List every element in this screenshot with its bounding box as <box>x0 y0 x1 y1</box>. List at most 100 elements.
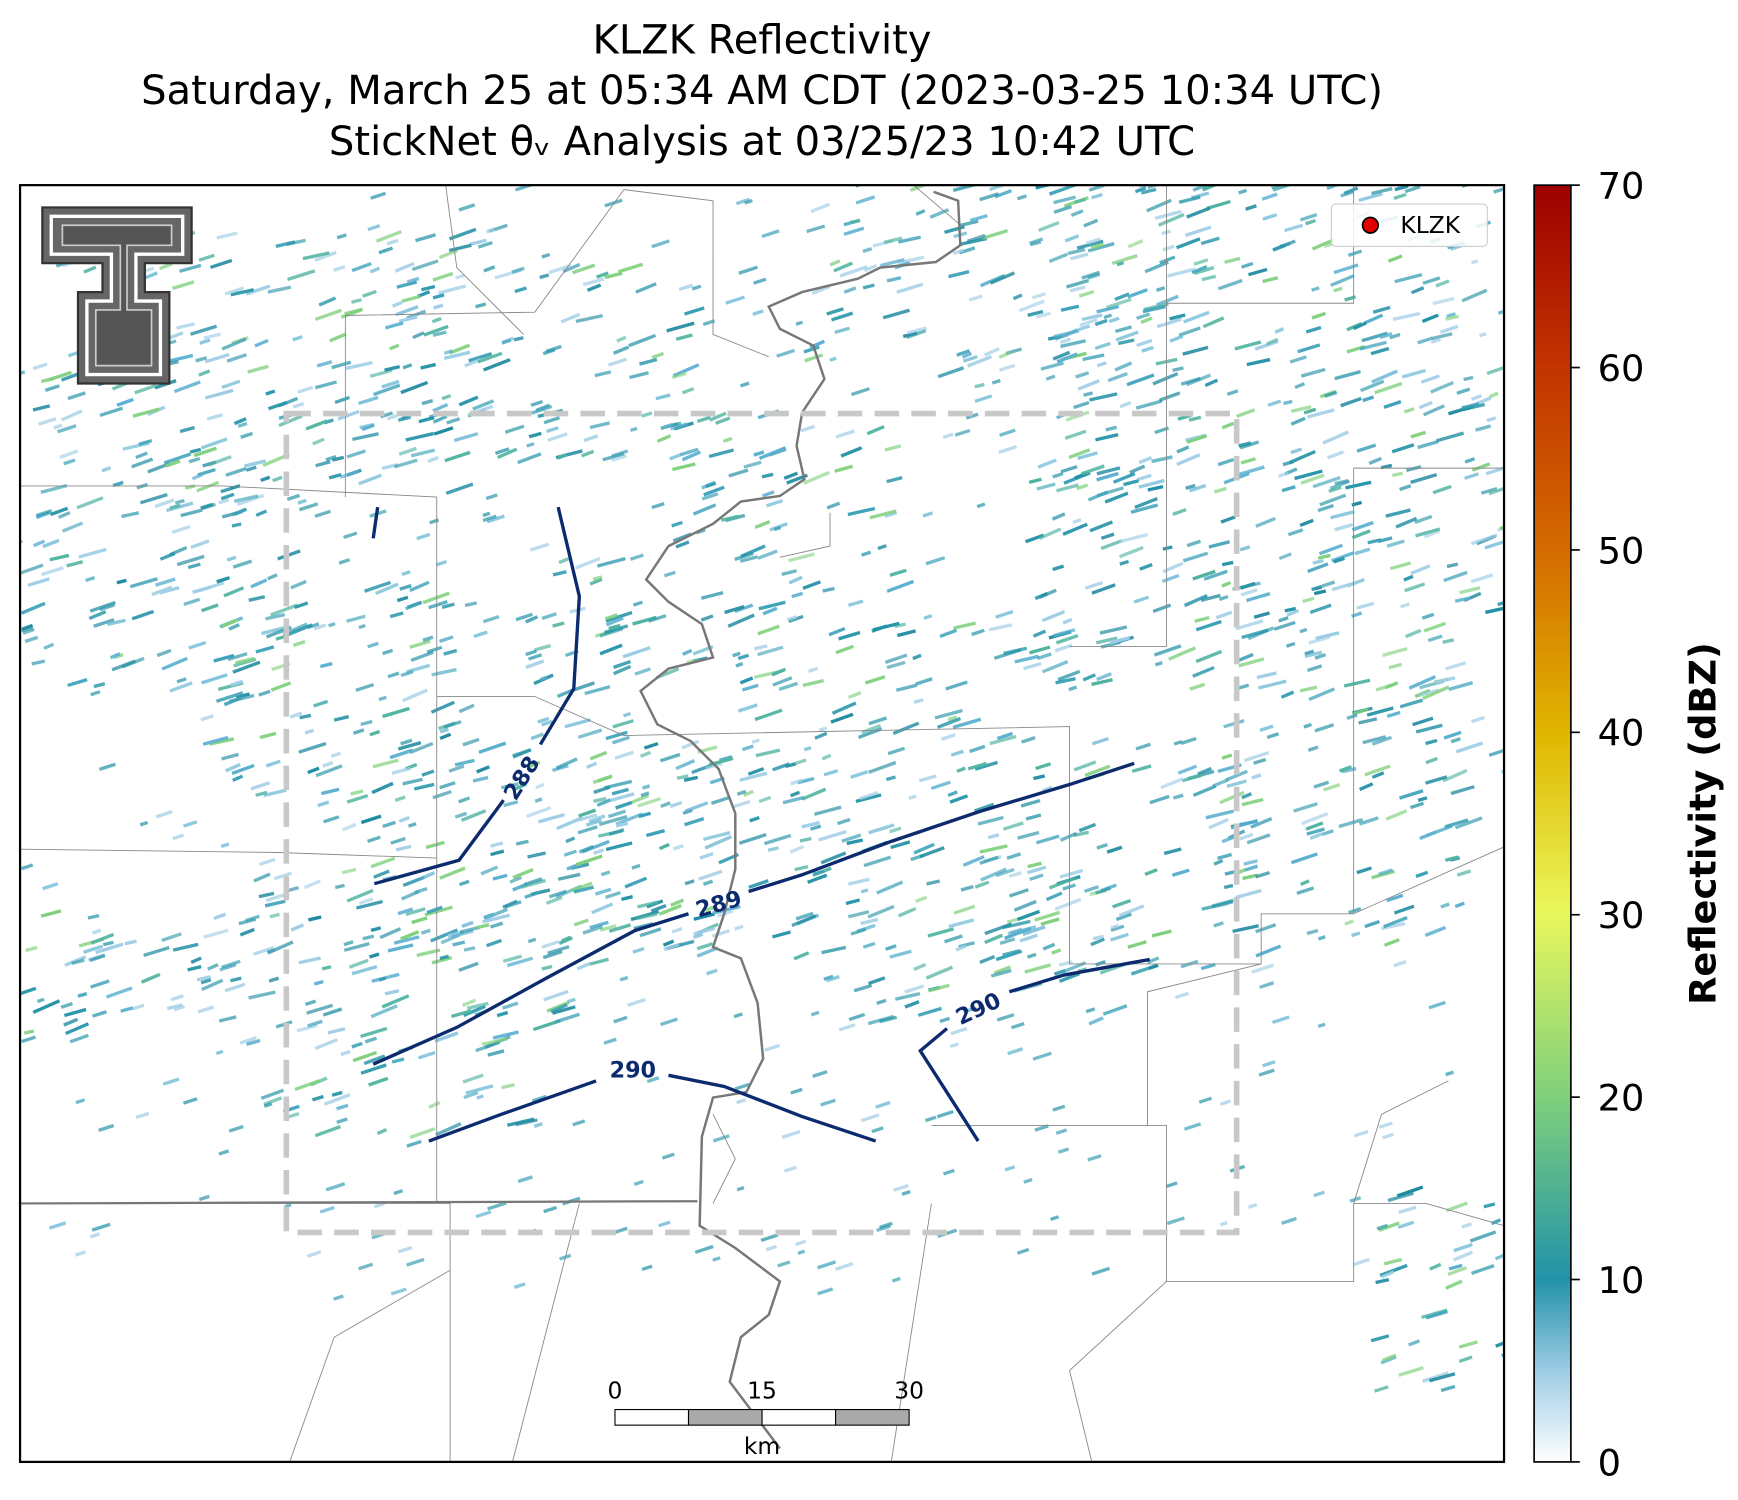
radar-echo <box>1289 355 1307 364</box>
radar-echo <box>552 570 567 577</box>
radar-echo <box>1408 1339 1421 1347</box>
radar-echo <box>804 353 824 363</box>
radar-echo <box>220 486 234 494</box>
radar-echo <box>40 909 62 918</box>
radar-echo <box>894 991 921 1001</box>
radar-echo <box>1386 893 1404 903</box>
radar-echo <box>38 417 57 426</box>
radar-echo <box>632 946 645 954</box>
radar-echo <box>85 575 96 583</box>
radar-echo <box>458 203 476 212</box>
radar-echo <box>974 394 993 403</box>
radar-echo <box>1241 628 1269 640</box>
radar-echo <box>1096 672 1112 682</box>
radar-echo <box>1330 510 1355 520</box>
radar-echo <box>1194 615 1210 623</box>
radar-echo <box>868 823 895 835</box>
radar-echo <box>1443 730 1462 740</box>
radar-echo <box>700 614 714 622</box>
radar-echo <box>1279 242 1291 248</box>
radar-echo <box>1322 430 1350 445</box>
radar-echo <box>753 277 767 285</box>
radar-echo <box>889 568 907 577</box>
radar-echo <box>1383 915 1408 929</box>
radar-echo <box>848 910 870 919</box>
radar-echo <box>260 1088 285 1100</box>
radar-echo <box>306 1250 322 1258</box>
radar-echo <box>360 1063 387 1075</box>
radar-echo <box>1021 736 1036 744</box>
radar-echo <box>358 395 379 406</box>
radar-echo <box>1026 952 1037 959</box>
radar-echo <box>504 900 522 909</box>
radar-echo <box>1053 205 1073 214</box>
radar-echo <box>1251 773 1262 780</box>
radar-echo <box>868 760 897 774</box>
radar-echo <box>461 809 487 822</box>
radar-echo <box>240 431 253 439</box>
radar-echo <box>1162 545 1173 551</box>
radar-echo <box>1309 832 1323 841</box>
radar-echo <box>913 698 924 704</box>
radar-echo <box>307 622 320 630</box>
radar-echo <box>1420 374 1441 384</box>
radar-echo <box>867 904 895 919</box>
radar-echo <box>1206 199 1231 211</box>
radar-echo <box>358 897 374 906</box>
radar-echo <box>583 434 599 443</box>
radar-echo <box>1158 391 1181 402</box>
radar-echo <box>461 998 477 1007</box>
radar-echo <box>1213 921 1224 928</box>
radar-echo <box>1035 185 1062 190</box>
radar-echo <box>1388 662 1403 670</box>
radar-echo <box>1241 261 1254 269</box>
radar-echo <box>463 1091 479 1100</box>
radar-echo <box>433 303 444 310</box>
radar-echo <box>517 452 542 465</box>
radar-echo <box>1095 959 1106 967</box>
radar-echo <box>702 319 716 327</box>
radar-echo <box>1393 904 1415 915</box>
radar-echo <box>1235 888 1262 899</box>
radar-echo <box>624 876 648 889</box>
radar-echo <box>1200 962 1216 971</box>
radar-echo <box>821 753 832 761</box>
radar-echo <box>1082 353 1105 362</box>
radar-echo <box>49 506 69 517</box>
radar-echo <box>412 331 425 340</box>
radar-echo <box>183 597 201 607</box>
radar-echo <box>426 645 443 654</box>
radar-echo <box>758 795 772 804</box>
radar-echo <box>216 231 238 240</box>
radar-echo <box>604 271 623 280</box>
radar-echo <box>1201 274 1217 282</box>
radar-echo <box>207 963 219 971</box>
radar-echo <box>1213 486 1227 494</box>
radar-echo <box>1421 313 1439 324</box>
radar-echo <box>1118 545 1144 559</box>
radar-echo <box>1099 625 1128 635</box>
radar-echo <box>298 502 319 512</box>
radar-echo <box>736 1186 745 1192</box>
radar-echo <box>1074 197 1087 205</box>
radar-echo <box>1358 717 1378 725</box>
radar-echo <box>783 471 799 480</box>
radar-echo <box>348 958 369 969</box>
radar-echo <box>106 618 126 626</box>
radar-echo <box>387 671 400 679</box>
radar-echo <box>840 446 863 458</box>
radar-echo <box>1329 479 1351 490</box>
radar-echo <box>1290 447 1303 455</box>
radar-echo <box>1036 482 1056 491</box>
radar-echo <box>1471 394 1482 401</box>
radar-echo <box>1340 190 1354 198</box>
radar-echo <box>1087 490 1109 502</box>
radar-echo <box>406 600 423 609</box>
radar-echo <box>47 370 72 382</box>
radar-echo <box>224 982 246 993</box>
radar-echo <box>163 452 192 465</box>
radar-echo <box>224 762 241 773</box>
radar-echo <box>83 265 97 274</box>
radar-echo <box>450 1009 472 1019</box>
radar-echo <box>1060 304 1080 312</box>
